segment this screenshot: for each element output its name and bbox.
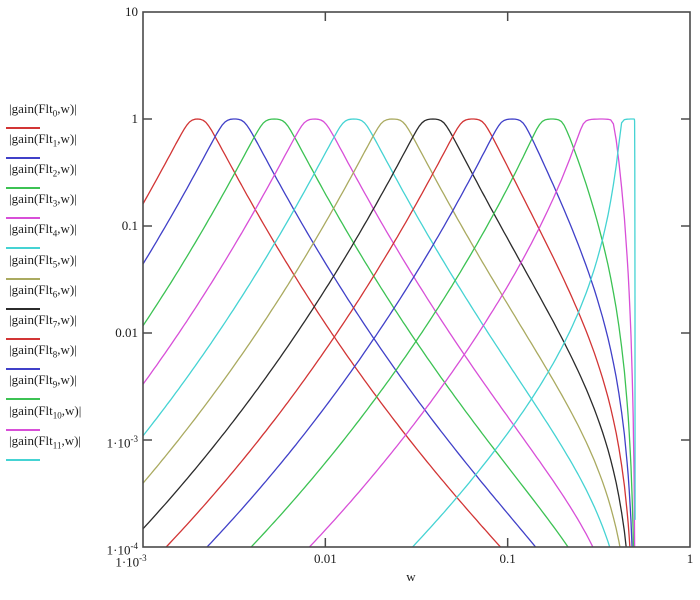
legend-label-flt8: |gain(Flt8,w)| — [9, 342, 77, 360]
legend-label-flt5: |gain(Flt5,w)| — [9, 251, 77, 270]
legend-label-flt10: |gain(Flt10,w)| — [9, 402, 82, 421]
curve-gain-flt2-w- — [143, 118, 569, 547]
legend-label-flt4: |gain(Flt4,w)| — [9, 221, 77, 239]
curve-gain-flt3-w- — [143, 118, 594, 547]
curve-gain-flt9-w- — [250, 118, 635, 547]
curve-gain-flt10-w- — [308, 118, 636, 547]
legend-color-line-flt8 — [6, 368, 40, 371]
legend-label-flt7: |gain(Flt7,w)| — [9, 311, 77, 330]
legend-label-flt1: |gain(Flt1,w)| — [9, 130, 77, 149]
legend-label-flt9: |gain(Flt9,w)| — [9, 372, 77, 390]
x-tick-label: 1 — [686, 551, 694, 566]
legend-label-flt2: |gain(Flt2,w)| — [9, 160, 77, 179]
y-tick-label: 1 — [131, 111, 139, 126]
curve-gain-flt0-w- — [143, 118, 502, 547]
curve-gain-flt1-w- — [143, 118, 537, 547]
legend-color-line-flt2 — [6, 186, 40, 189]
axis-ticks — [143, 12, 690, 547]
legend-color-line-flt0 — [6, 126, 40, 129]
y-tick-label: 1·10-4 — [106, 541, 138, 558]
y-tick-label: 10 — [125, 4, 138, 19]
curve-gain-flt8-w- — [206, 118, 633, 547]
curve-gain-flt11-w- — [411, 118, 636, 547]
x-tick-label: 0.1 — [499, 551, 516, 566]
y-tick-label: 1·10-3 — [106, 434, 138, 451]
curve-gain-flt7-w- — [165, 118, 631, 547]
legend-color-line-flt11 — [6, 458, 40, 461]
legend-color-line-flt1 — [6, 156, 40, 159]
legend-color-line-flt9 — [6, 398, 40, 401]
legend-color-line-flt10 — [6, 428, 40, 431]
legend-color-line-flt3 — [6, 217, 40, 220]
curve-gain-flt5-w- — [143, 118, 621, 547]
legend-color-line-flt7 — [6, 337, 40, 340]
legend-label-flt3: |gain(Flt3,w)| — [9, 191, 77, 209]
legend-label-flt0: |gain(Flt0,w)| — [9, 100, 77, 119]
x-axis-title: w — [406, 569, 416, 584]
y-tick-label: 0.1 — [121, 218, 138, 233]
legend-color-line-flt6 — [6, 307, 40, 310]
x-tick-label: 1·10-3 — [115, 553, 147, 570]
curve-gain-flt4-w- — [143, 118, 611, 547]
legend-color-line-flt5 — [6, 277, 40, 280]
legend-color-line-flt4 — [6, 247, 40, 250]
legend-label-flt11: |gain(Flt11,w)| — [9, 432, 82, 451]
y-tick-label: 0.01 — [115, 325, 138, 340]
legend-label-flt6: |gain(Flt6,w)| — [9, 281, 77, 300]
plot-frame — [142, 11, 691, 548]
curve-gain-flt6-w- — [143, 118, 627, 547]
x-tick-label: 0.01 — [313, 551, 337, 566]
